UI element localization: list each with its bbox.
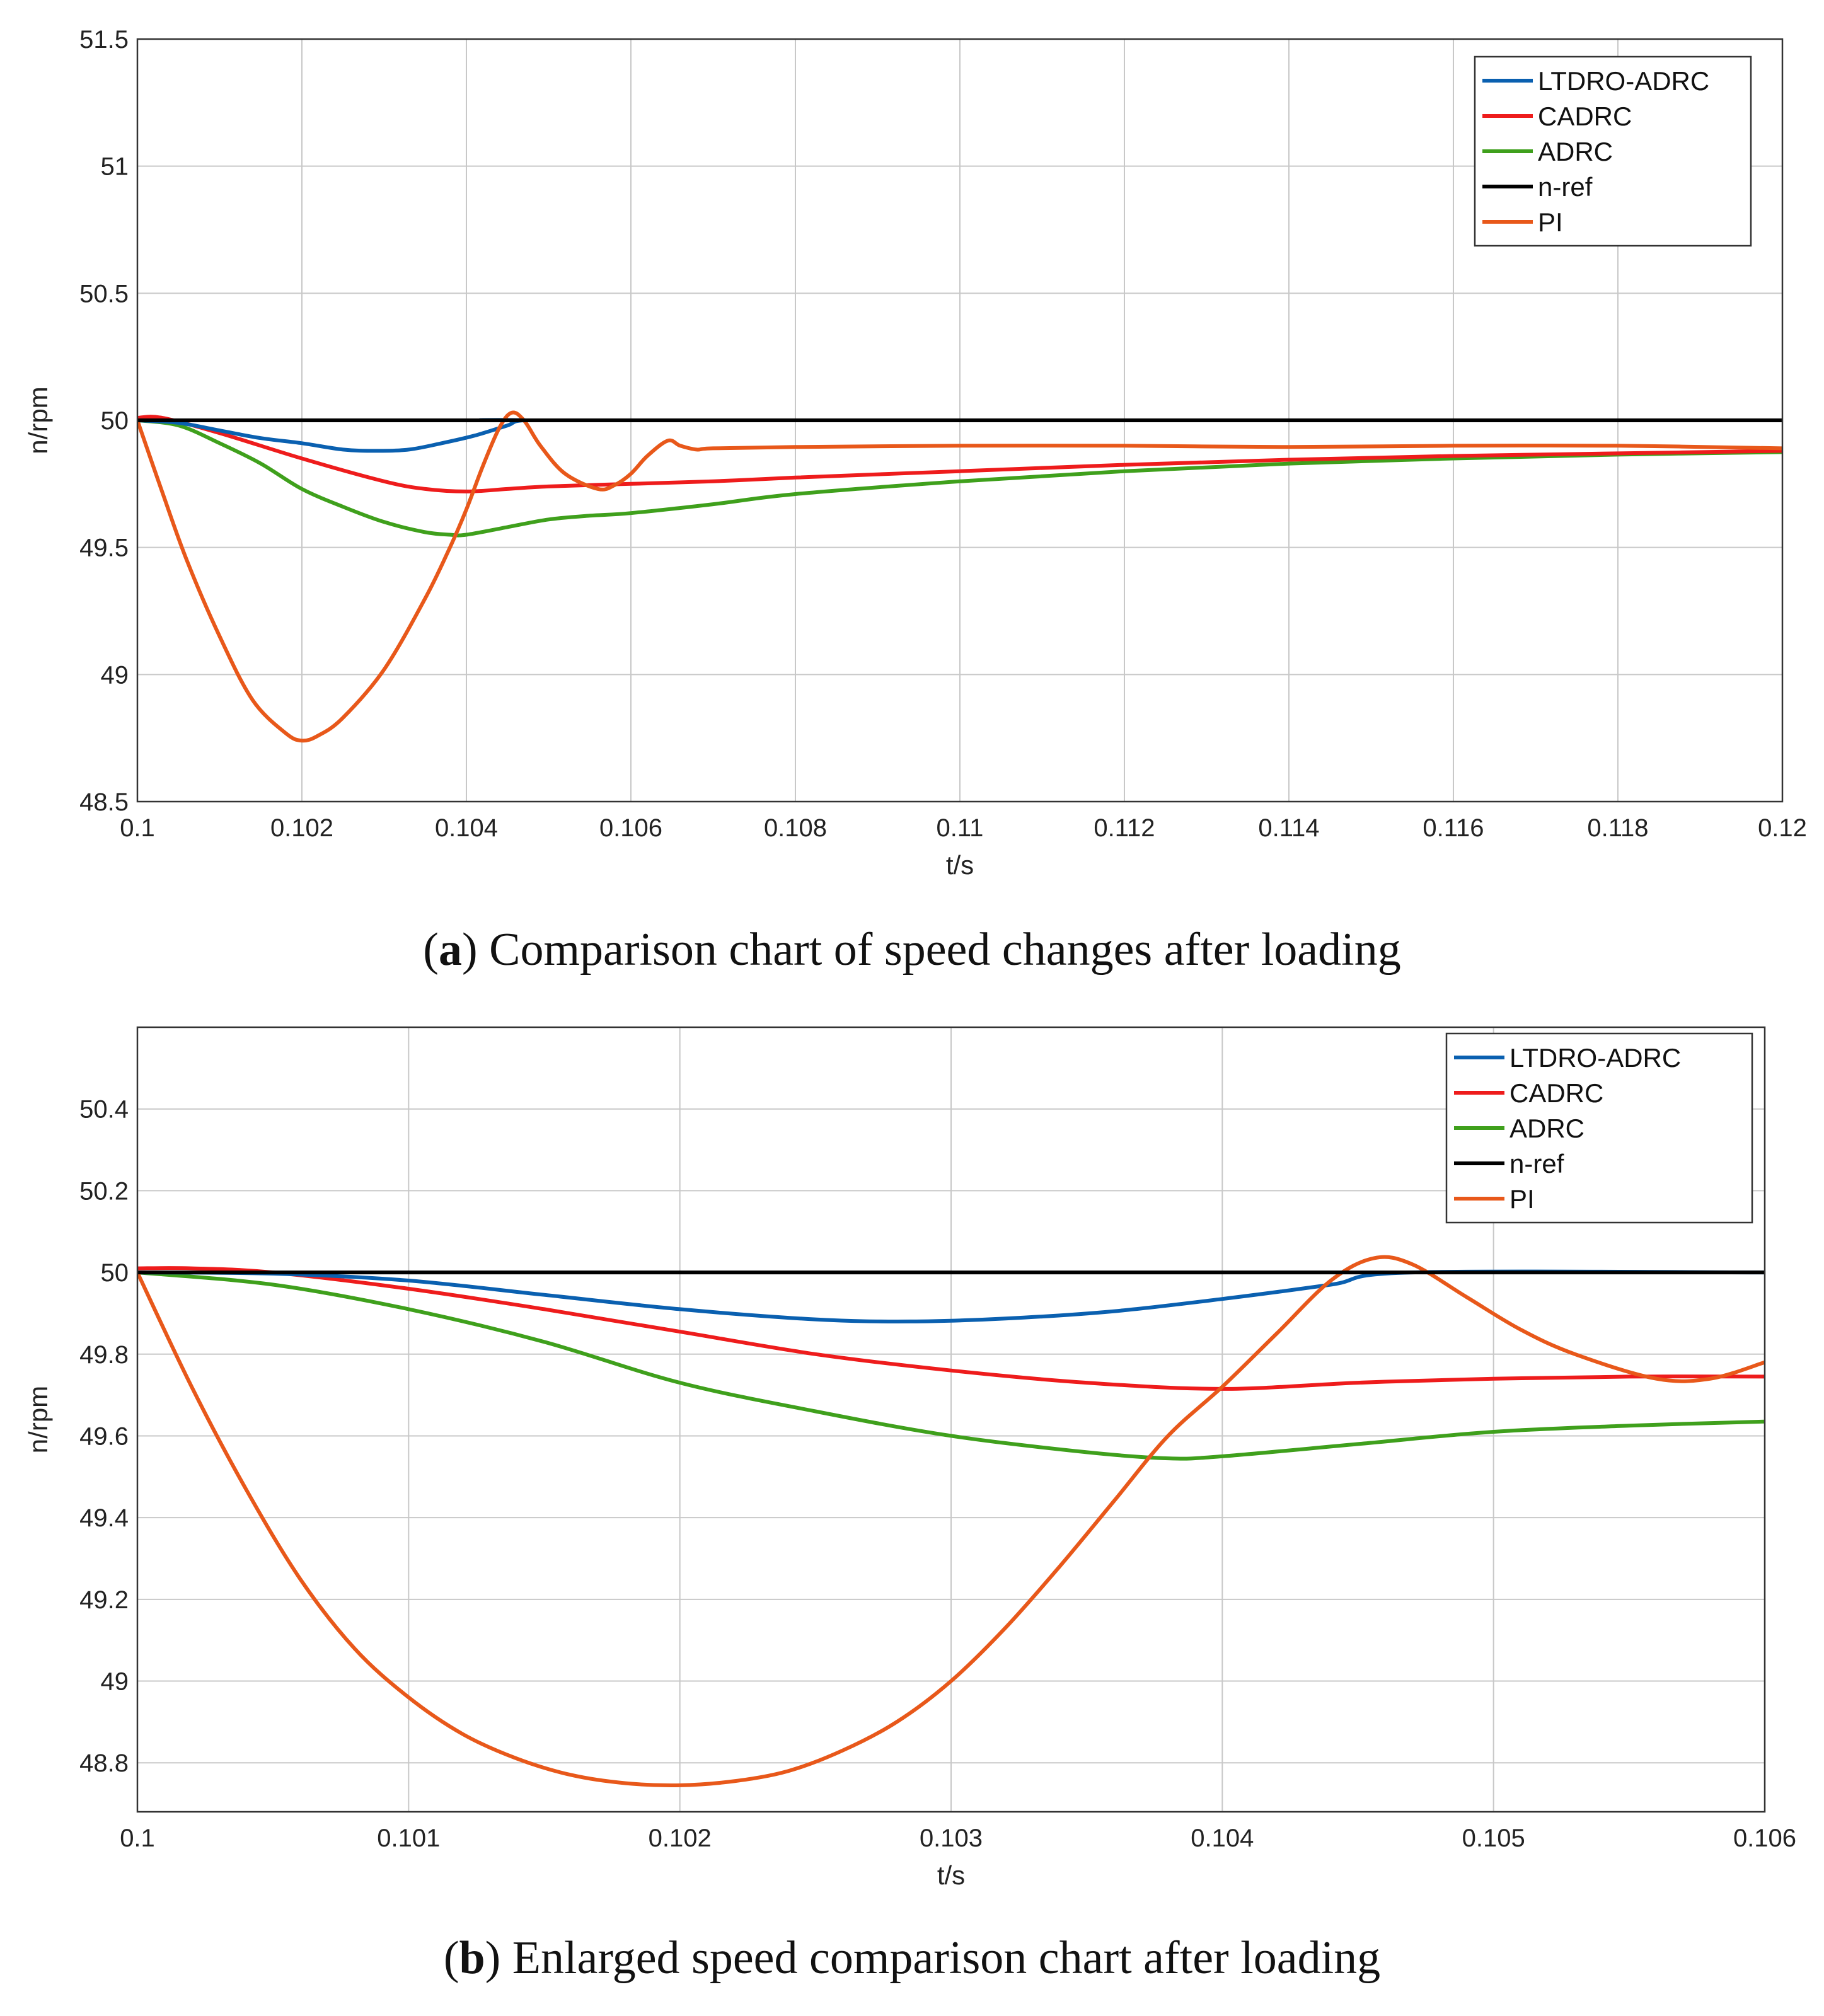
chart-a-xtick-label: 0.11 xyxy=(937,814,984,842)
caption-b-text: Enlarged speed comparison chart after lo… xyxy=(512,1932,1381,1984)
chart-b-ytick-label: 50.4 xyxy=(79,1096,129,1124)
chart-a-xtick-label: 0.102 xyxy=(270,814,333,842)
chart-b-ytick-label: 49.8 xyxy=(79,1341,129,1369)
caption-a-text: Comparison chart of speed changes after … xyxy=(489,924,1401,976)
chart-b-legend-label: PI xyxy=(1509,1184,1535,1214)
chart-b-ytick-label: 50.2 xyxy=(79,1177,129,1205)
chart-a-legend-label: PI xyxy=(1538,207,1563,237)
chart-b-xtick-label: 0.104 xyxy=(1191,1824,1254,1852)
caption-b: (b) Enlarged speed comparison chart afte… xyxy=(443,1932,1381,1984)
chart-a-xtick-label: 0.106 xyxy=(599,814,662,842)
chart-a-ytick-label: 50 xyxy=(101,407,129,435)
chart-a-axes-box xyxy=(136,38,1784,803)
chart-a-legend-box xyxy=(1474,55,1752,247)
chart-a-legend-label: n-ref xyxy=(1538,172,1593,202)
chart-a-legend-label: CADRC xyxy=(1538,101,1632,131)
chart-a-xtick-label: 0.1 xyxy=(120,814,155,842)
chart-a-xtick-label: 0.108 xyxy=(764,814,827,842)
chart-b-series-group xyxy=(137,1255,1765,1788)
caption-b-letter: b xyxy=(459,1932,485,1984)
chart-b-xlabel: t/s xyxy=(937,1860,965,1890)
chart-a-xtick-label: 0.104 xyxy=(435,814,498,842)
chart-b-xtick-label: 0.105 xyxy=(1462,1824,1525,1852)
chart-b-ytick-label: 48.8 xyxy=(79,1749,129,1777)
chart-a-xtick-label: 0.12 xyxy=(1758,814,1807,842)
chart-b-ytick-label: 49.4 xyxy=(79,1504,129,1532)
chart-b-ytick-label: 49.2 xyxy=(79,1586,129,1614)
chart-b-line-adrc xyxy=(137,1270,1765,1461)
chart-a-legend-label: ADRC xyxy=(1538,137,1613,166)
chart-a-xtick-label: 0.112 xyxy=(1094,814,1155,842)
chart-a-line-cadrc xyxy=(137,415,1782,493)
chart-b-line-cadrc xyxy=(137,1266,1765,1391)
chart-a-ytick-label: 48.5 xyxy=(79,788,129,816)
chart-a-xtick-label: 0.114 xyxy=(1258,814,1319,842)
chart-b-xtick-label: 0.106 xyxy=(1733,1824,1796,1852)
chart-b-legend-label: n-ref xyxy=(1509,1149,1564,1178)
chart-a-legend-label: LTDRO-ADRC xyxy=(1538,66,1709,96)
chart-b-legend-label: ADRC xyxy=(1509,1114,1584,1143)
chart-a-ytick-label: 51.5 xyxy=(79,26,129,54)
chart-b-line-ltdro-adrc xyxy=(137,1269,1765,1323)
chart-b-xtick-label: 0.102 xyxy=(649,1824,712,1852)
chart-a-ytick-label: 51 xyxy=(101,153,129,181)
chart-b: 0.1 0.101 0.102 0.103 0.104 0.105 0.106 48.8 49 4… xyxy=(23,1026,1796,1890)
chart-b-legend-label: LTDRO-ADRC xyxy=(1509,1043,1681,1073)
chart-a-ytick-label: 49 xyxy=(101,661,129,689)
caption-a: (a) Comparison chart of speed changes af… xyxy=(423,924,1401,976)
chart-a: 0.1 0.102 0.104 0.106 0.108 0.11 0.112 0.114 0.1… xyxy=(23,26,1807,880)
chart-b-ytick-label: 49 xyxy=(101,1668,129,1696)
chart-a-legend: LTDRO-ADRC CADRC ADRC n-ref PI xyxy=(1474,55,1752,247)
chart-a-xlabel: t/s xyxy=(946,850,974,880)
chart-b-ytick-label: 49.6 xyxy=(79,1422,129,1450)
chart-b-ylabel: n/rpm xyxy=(23,1386,53,1453)
chart-b-xtick-label: 0.103 xyxy=(920,1824,983,1852)
chart-b-legend-label: CADRC xyxy=(1509,1078,1603,1108)
chart-a-series-group xyxy=(137,410,1782,743)
chart-a-xtick-label: 0.116 xyxy=(1423,814,1484,842)
chart-b-legend: LTDRO-ADRC CADRC ADRC n-ref PI xyxy=(1445,1032,1753,1224)
chart-a-ytick-label: 49.5 xyxy=(79,534,129,562)
chart-b-ytick-label: 50 xyxy=(101,1259,129,1287)
chart-a-line-adrc xyxy=(137,418,1782,538)
chart-b-xtick-label: 0.101 xyxy=(377,1824,440,1852)
chart-b-xtick-label: 0.1 xyxy=(120,1824,155,1852)
chart-a-ytick-label: 50.5 xyxy=(79,280,129,308)
chart-a-xtick-label: 0.118 xyxy=(1587,814,1648,842)
chart-a-line-pi xyxy=(137,410,1782,743)
chart-b-line-pi xyxy=(137,1255,1765,1788)
chart-b-axes-box xyxy=(136,1026,1766,1813)
chart-a-ylabel: n/rpm xyxy=(23,386,53,454)
caption-a-letter: a xyxy=(438,924,462,976)
